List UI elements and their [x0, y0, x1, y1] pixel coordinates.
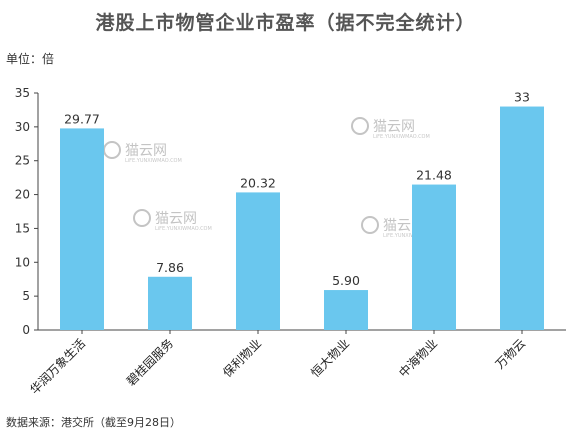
x-category-label: 万物云	[493, 336, 528, 371]
watermark-text: 猫云网	[155, 211, 197, 227]
bar-value-label: 7.86	[156, 260, 184, 275]
unit-label: 单位：倍	[6, 52, 55, 66]
y-tick-label: 25	[15, 154, 30, 168]
bar-value-label: 21.48	[416, 168, 452, 183]
watermark-subtext: LiFE.YUNXIWMAO.COM	[155, 226, 212, 232]
x-category-label: 恒大物业	[308, 336, 352, 380]
y-tick-label: 15	[15, 221, 30, 235]
y-tick-label: 10	[15, 255, 30, 269]
y-tick-label: 35	[15, 86, 30, 100]
bar-value-label: 29.77	[64, 111, 100, 126]
bar	[148, 276, 192, 330]
watermark-logo-icon	[103, 141, 121, 159]
x-category-label: 保利物业	[220, 336, 264, 380]
watermark-logo-icon	[361, 216, 379, 234]
watermark-logo-icon	[351, 117, 369, 135]
bar	[412, 184, 456, 330]
y-tick-label: 20	[15, 188, 30, 202]
y-tick-label: 30	[15, 120, 30, 134]
bar-value-label: 20.32	[240, 175, 276, 190]
y-tick-label: 0	[22, 323, 30, 337]
watermark-text: 猫云网	[373, 119, 415, 135]
bar-value-label: 5.90	[332, 273, 360, 288]
bar	[60, 128, 104, 330]
source-note: 数据来源：港交所（截至9月28日）	[6, 416, 181, 429]
watermark-text: 猫云网	[125, 143, 167, 159]
bar	[324, 290, 368, 330]
watermark-logo-icon	[133, 209, 151, 227]
watermark-subtext: LiFE.YUNXIWMAO.COM	[125, 158, 182, 164]
y-tick-label: 5	[22, 289, 30, 303]
bar-value-label: 33	[514, 90, 530, 105]
bar	[236, 192, 280, 330]
watermark-subtext: LiFE.YUNXIWMAO.COM	[383, 233, 440, 239]
x-category-label: 华润万象生活	[27, 336, 88, 397]
chart-title: 港股上市物管企业市盈率（据不完全统计）	[95, 12, 476, 34]
x-category-label: 碧桂园服务	[123, 336, 176, 389]
watermark-subtext: LiFE.YUNXIWMAO.COM	[373, 134, 430, 140]
bar	[500, 106, 544, 331]
x-category-label: 中海物业	[396, 336, 441, 381]
